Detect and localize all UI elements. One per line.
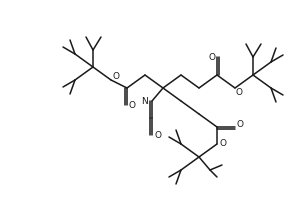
Text: O: O <box>208 52 215 62</box>
Text: O: O <box>155 130 161 140</box>
Text: O: O <box>219 140 227 148</box>
Text: O: O <box>128 101 135 109</box>
Text: O: O <box>112 71 119 81</box>
Text: O: O <box>235 88 242 96</box>
Text: N: N <box>142 96 148 106</box>
Text: O: O <box>237 120 244 129</box>
